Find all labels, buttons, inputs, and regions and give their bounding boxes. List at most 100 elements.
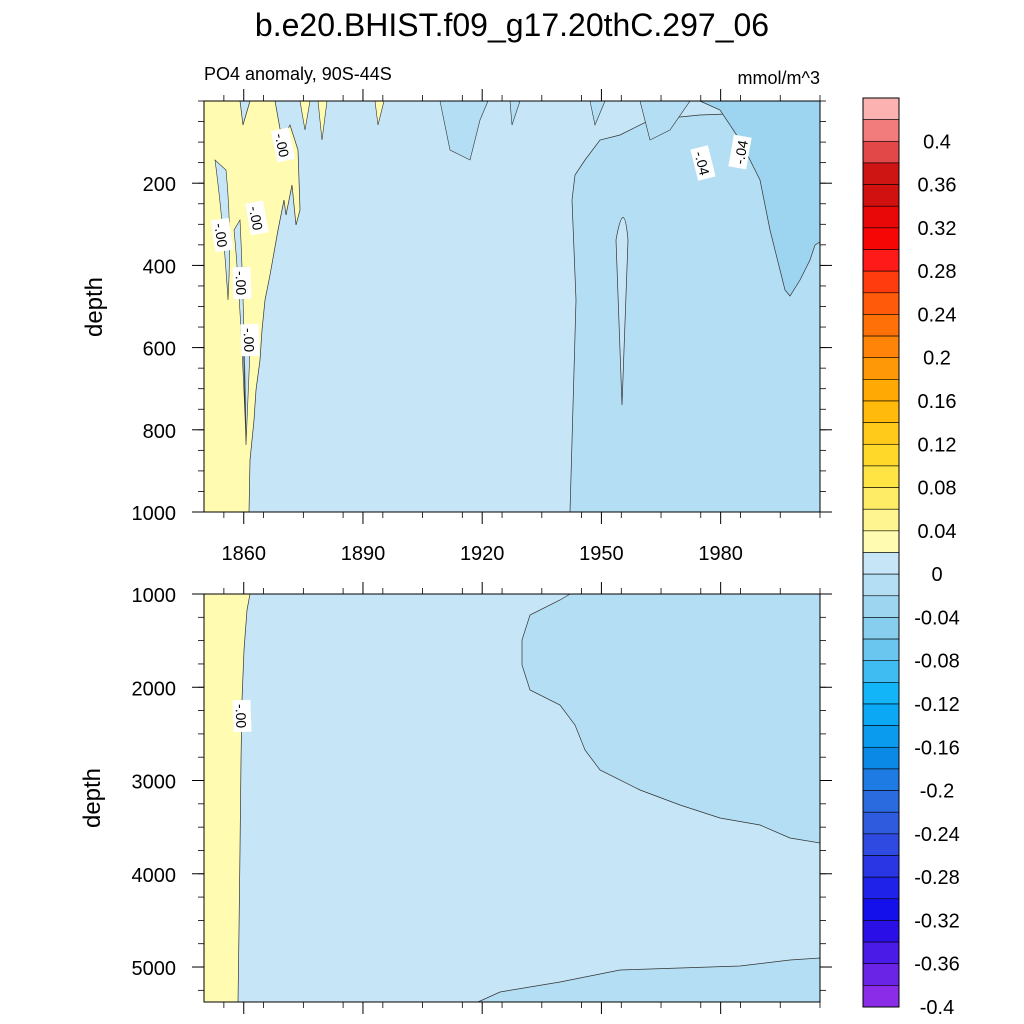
y-tick-label: 4000 [132,865,177,887]
contour-label: -.00 [270,127,296,163]
contour-label-text: -.00 [246,205,266,232]
contour-label-text: -.00 [233,271,250,296]
colorbar-swatch [862,638,900,662]
contour-label: -.00 [232,699,252,733]
colorbar-swatch [862,985,900,1008]
x-tick-label: 1890 [341,543,386,565]
upper-vertical-streak [615,217,629,406]
colorbar-swatch [862,314,900,337]
lower-panel: -.00 1000 2000 3000 4000 5000 depth [79,582,832,1014]
lower-region-upper-darker [521,593,821,844]
colorbar-label: -0.12 [914,694,960,716]
contour-label: -.00 [245,200,269,236]
colorbar-swatch [862,162,900,185]
colorbar-swatch [862,552,900,575]
colorbar-label: -0.2 [920,781,954,803]
colorbar-label: -0.28 [914,867,960,889]
colorbar-label: -0.4 [920,997,954,1019]
x-tick-label: 1860 [221,543,266,565]
colorbar-swatch [862,595,900,618]
colorbar-swatch [862,227,900,250]
colorbar-swatch [862,249,900,272]
colorbar-swatch [862,119,900,142]
colorbar-swatch [862,898,900,921]
colorbar-label: 0 [931,564,942,586]
chart-title: b.e20.BHIST.f09_g17.20thC.297_06 [255,7,769,43]
colorbar-swatch [862,768,900,791]
colorbar-label: -0.36 [914,954,960,976]
colorbar-label: 0.04 [918,521,957,543]
colorbar-swatch [862,140,900,164]
colorbar-label: 0.16 [918,391,957,413]
upper-y-axis: 200 400 600 800 1000 [132,100,832,525]
y-tick-label: 800 [143,421,176,443]
colorbar-swatch [862,876,900,900]
colorbar-swatch [862,833,900,856]
contour-label-bg [690,145,716,181]
colorbar-label: 0.32 [918,218,957,240]
x-tick-label: 1980 [698,543,743,565]
upper-surface-patches [439,100,691,161]
colorbar-label: -0.08 [914,651,960,673]
colorbar-label: 0.24 [918,304,957,326]
contour-label-bg [232,699,252,733]
colorbar-label: -0.24 [914,824,960,846]
colorbar-swatch [862,465,900,488]
y-tick-label: 600 [143,339,176,361]
x-tick-label: 1950 [579,543,624,565]
y-tick-label: 5000 [132,958,177,980]
y-tick-label: 1000 [132,585,177,607]
contour-label-text: -.04 [691,150,712,177]
colorbar-label: -0.04 [914,607,960,629]
colorbar-swatch [862,335,900,359]
subtitle-left: PO4 anomaly, 90S-44S [204,64,392,84]
colorbar-swatch [862,357,900,380]
colorbar-swatch [862,270,900,294]
colorbar-swatch [862,205,900,229]
contour-label: -.04 [728,134,752,170]
upper-contour-labels: -.00 -.00 -.00 -.00 -.00 -.04 -.04 [210,127,752,357]
y-tick-label: 2000 [132,678,177,700]
contour-label-bg [240,323,260,357]
colorbar-swatch [862,400,900,423]
colorbar-swatch [862,725,900,748]
colorbar-label: -0.16 [914,737,960,759]
colorbar-swatch [862,855,900,878]
colorbar-swatch [862,617,900,640]
units-label: mmol/m^3 [738,68,820,88]
colorbar-swatch [862,660,900,683]
contour-label-bg [245,200,269,236]
upper-panel: -.00 -.00 -.00 -.00 -.00 -.04 -.04 200 400 600 80… [81,89,832,565]
colorbar-label: 0.2 [923,348,951,370]
colorbar-label: 0.4 [923,131,951,153]
lower-ylabel: depth [79,768,106,828]
colorbar-swatch [862,379,900,402]
contour-label: -.00 [232,266,252,300]
contour-label-text: -.00 [241,328,258,353]
colorbar-swatch [862,530,900,553]
y-tick-label: 3000 [132,772,177,794]
colorbar-label: 0.28 [918,261,957,283]
colorbar-label: 0.36 [918,175,957,197]
contour-label: -.00 [240,323,260,357]
lower-contour-labels: -.00 [232,699,252,733]
colorbar-label: 0.08 [918,478,957,500]
colorbar-swatch [862,941,900,965]
contour-label-bg [210,217,234,253]
contour-label: -.04 [690,145,716,181]
colorbar-label: -0.32 [914,910,960,932]
contour-label-text: -.00 [233,704,250,729]
lower-y-axis: 1000 2000 3000 4000 5000 [132,585,832,991]
contour-label-bg [232,266,252,300]
y-tick-label: 200 [143,174,176,196]
colorbar-swatch [862,487,900,510]
colorbar-swatch [862,573,900,597]
colorbar-swatch [862,292,900,315]
contour-label-bg [728,134,752,170]
contour-label-bg [270,127,296,163]
upper-ylabel: depth [81,277,108,337]
colorbar-swatch [862,682,900,705]
contour-label-text: -.04 [731,139,751,166]
colorbar-swatch [862,746,900,770]
